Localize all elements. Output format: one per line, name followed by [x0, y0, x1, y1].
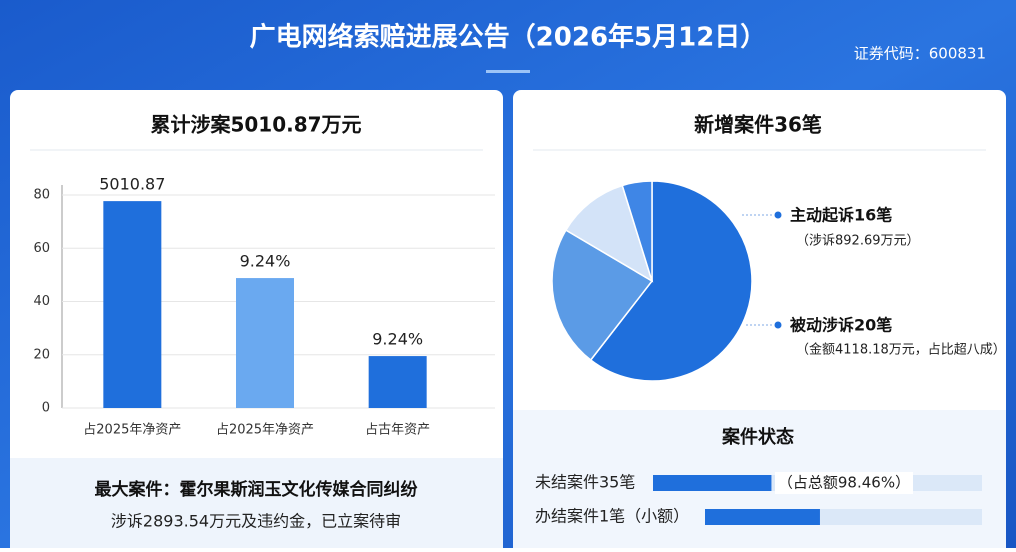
card-title: 累计涉案5010.87万元 — [150, 113, 361, 137]
y-tick-label: 0 — [42, 401, 50, 416]
footer-panel — [10, 458, 503, 548]
row-label: 办结案件1笔（小额） — [535, 507, 689, 526]
legend-dot — [774, 321, 782, 329]
bar-annotation: 9.24% — [240, 252, 291, 271]
x-tick-label: 占2025年净资产 — [83, 423, 181, 438]
bar-annotation: 9.24% — [372, 330, 423, 349]
legend-label: （涉诉892.69万元） — [796, 234, 920, 249]
pie-slice — [589, 180, 753, 382]
card-title: 新增案件36笔 — [694, 113, 822, 137]
legend-label: 主动起诉16笔 — [790, 206, 892, 225]
progress-annotation: （占总额98.46%） — [778, 474, 910, 492]
legend-label: 被动涉诉20笔 — [790, 316, 892, 335]
legend-label: （金额4118.18万元，占比超八成） — [796, 342, 1006, 358]
pie-slice — [564, 184, 654, 283]
title-underline — [486, 70, 530, 73]
bar — [236, 278, 294, 408]
section-title: 案件状态 — [721, 426, 794, 448]
pie-slice — [621, 180, 653, 282]
progress-fill — [705, 509, 820, 525]
bar — [368, 356, 427, 408]
footer-text: 涉诉2893.54万元及违约金，已立案待审 — [111, 512, 401, 531]
bar-annotation: 5010.87 — [99, 175, 165, 194]
stock-code: 证券代码：600831 — [854, 45, 986, 63]
annotation-bg — [775, 472, 913, 494]
legend-dot — [774, 211, 782, 219]
y-tick-label: 20 — [33, 347, 50, 362]
bar — [103, 201, 162, 408]
x-tick-label: 占古年资产 — [365, 423, 430, 438]
page-title: 广电网络索赔进展公告（2026年5月12日） — [250, 22, 767, 53]
y-tick-label: 60 — [33, 241, 50, 256]
footer-title: 最大案件：霍尔果斯润玉文化传媒合同纠纷 — [95, 479, 419, 500]
x-tick-label: 占2025年净资产 — [216, 423, 314, 438]
row-label: 未结案件35笔 — [535, 473, 635, 492]
y-tick-label: 80 — [33, 188, 50, 203]
progress-fill — [653, 475, 772, 491]
y-tick-label: 40 — [33, 294, 50, 309]
pie-slice — [551, 229, 654, 362]
